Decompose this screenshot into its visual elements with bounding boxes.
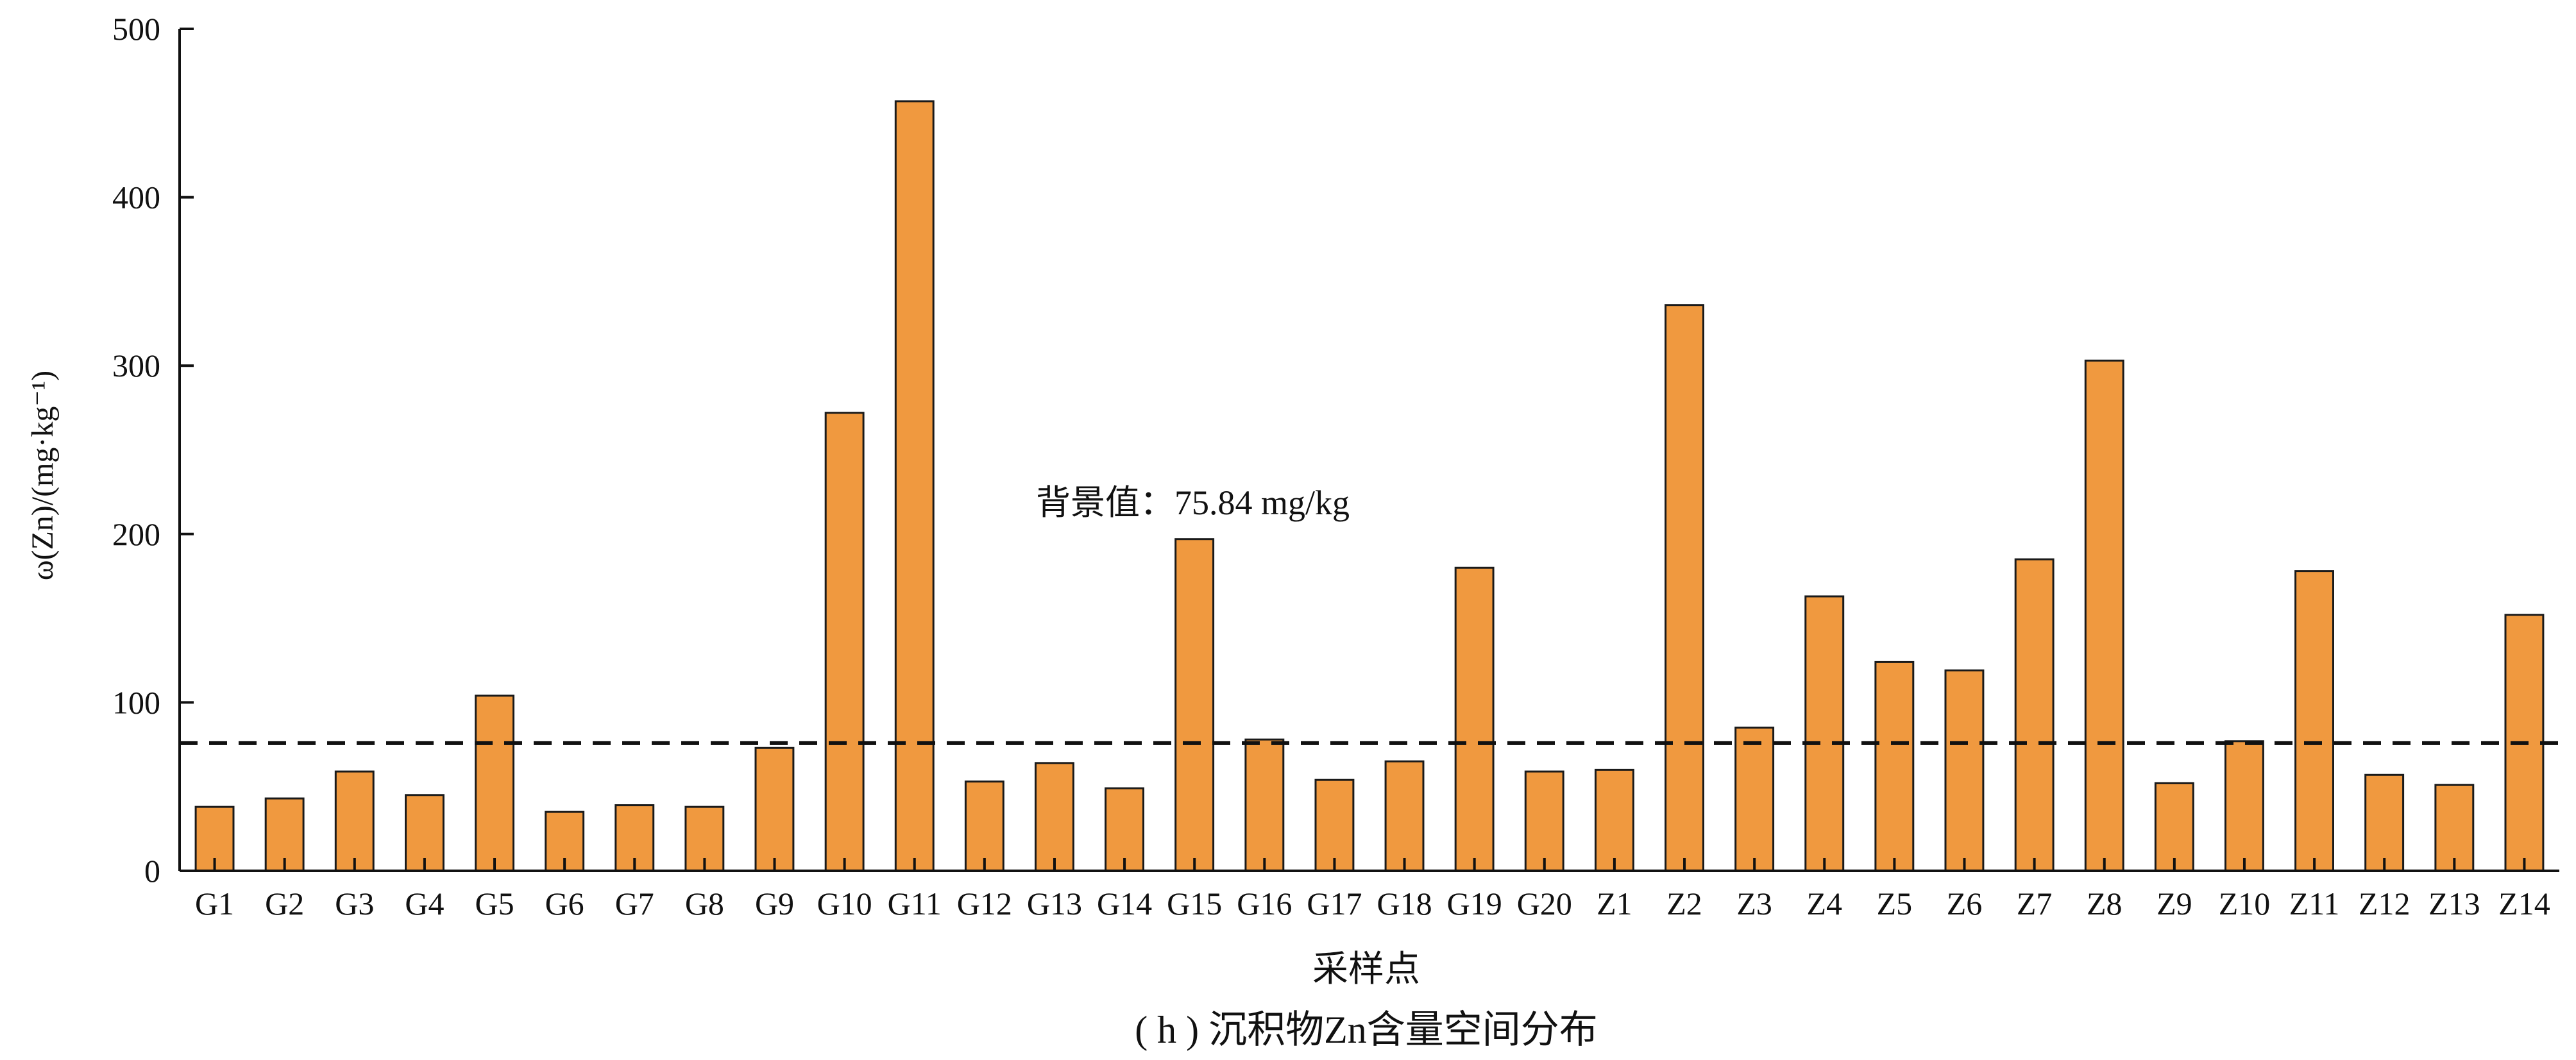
axes-layer xyxy=(178,28,2559,872)
bar-g13 xyxy=(1035,762,1074,872)
bar-z3 xyxy=(1734,727,1775,872)
figure-caption: ( h ) 沉积物Zn含量空间分布 xyxy=(1135,1009,1598,1051)
bar-g10 xyxy=(824,412,865,872)
bar-g19 xyxy=(1454,566,1495,872)
bar-z11 xyxy=(2294,570,2335,872)
bar-z9 xyxy=(2154,782,2194,872)
x-tick-label-g9: G9 xyxy=(755,886,794,921)
bar-z8 xyxy=(2084,359,2124,872)
x-tick-label-g7: G7 xyxy=(615,886,654,921)
x-tick-label-g12: G12 xyxy=(957,886,1012,921)
x-tick-label-g20: G20 xyxy=(1517,886,1572,921)
y-tick-label-500: 500 xyxy=(112,11,160,47)
bar-z7 xyxy=(2014,558,2055,872)
bar-z4 xyxy=(1804,595,1845,872)
bar-z12 xyxy=(2364,773,2405,872)
bar-z1 xyxy=(1595,768,1634,872)
x-tick-label-g8: G8 xyxy=(685,886,724,921)
bar-z2 xyxy=(1665,304,1705,872)
bar-g9 xyxy=(754,746,795,872)
bar-g5 xyxy=(475,694,514,872)
x-tick-label-z7: Z7 xyxy=(2017,886,2053,921)
bar-g16 xyxy=(1244,738,1285,872)
x-tick-label-z11: Z11 xyxy=(2289,886,2340,921)
x-tick-label-z6: Z6 xyxy=(1947,886,1983,921)
bar-g20 xyxy=(1524,770,1564,872)
x-tick-label-z4: Z4 xyxy=(1806,886,1842,921)
bar-z10 xyxy=(2224,740,2264,872)
x-tick-label-z13: Z13 xyxy=(2428,886,2480,921)
x-tick-label-g10: G10 xyxy=(817,886,872,921)
x-tick-label-z5: Z5 xyxy=(1877,886,1913,921)
x-tick-label-g3: G3 xyxy=(335,886,374,921)
bar-g12 xyxy=(964,780,1004,872)
background-value-label: 背景值：75.84 mg/kg xyxy=(1036,484,1350,522)
x-tick-label-z9: Z9 xyxy=(2157,886,2192,921)
bar-g15 xyxy=(1174,538,1215,872)
x-tick-label-g18: G18 xyxy=(1377,886,1432,921)
x-tick-label-z2: Z2 xyxy=(1666,886,1702,921)
x-tick-label-g14: G14 xyxy=(1097,886,1152,921)
y-tick-label-100: 100 xyxy=(112,684,160,720)
x-axis-title: 采样点 xyxy=(1312,950,1420,989)
bar-z13 xyxy=(2434,784,2475,872)
y-axis-title: ω(Zn)/(mg·kg⁻¹) xyxy=(26,371,60,580)
x-tick-label-z8: Z8 xyxy=(2087,886,2123,921)
x-tick-label-g13: G13 xyxy=(1027,886,1082,921)
bar-g11 xyxy=(894,100,935,872)
x-tick-label-g16: G16 xyxy=(1237,886,1292,921)
y-tick-label-400: 400 xyxy=(112,180,160,215)
x-tick-label-g17: G17 xyxy=(1307,886,1362,921)
bar-g17 xyxy=(1314,778,1355,872)
y-tick-label-0: 0 xyxy=(144,853,160,889)
x-tick-label-g4: G4 xyxy=(405,886,444,921)
x-tick-label-g15: G15 xyxy=(1167,886,1222,921)
bars-layer xyxy=(194,100,2545,872)
x-tick-label-g6: G6 xyxy=(545,886,584,921)
x-tick-label-g11: G11 xyxy=(888,886,942,921)
x-tick-label-z10: Z10 xyxy=(2219,886,2271,921)
bar-g18 xyxy=(1384,760,1425,872)
bar-g3 xyxy=(334,770,375,872)
y-tick-label-200: 200 xyxy=(112,516,160,552)
x-tick-label-z12: Z12 xyxy=(2359,886,2411,921)
x-tick-label-g1: G1 xyxy=(195,886,234,921)
bar-z6 xyxy=(1944,669,1985,872)
x-tick-label-g19: G19 xyxy=(1447,886,1502,921)
x-tick-label-z14: Z14 xyxy=(2498,886,2550,921)
y-tick-label-300: 300 xyxy=(112,348,160,383)
x-tick-label-z1: Z1 xyxy=(1597,886,1632,921)
x-tick-label-g2: G2 xyxy=(265,886,304,921)
x-tick-label-g5: G5 xyxy=(475,886,514,921)
x-tick-label-z3: Z3 xyxy=(1736,886,1772,921)
bar-z5 xyxy=(1874,660,1915,872)
labels-layer: G1 G2 G3 G4 G5 G6 G7 G8 G9 G10 G11 G12 G13 G14 G15 G16 G… xyxy=(26,11,2550,1051)
